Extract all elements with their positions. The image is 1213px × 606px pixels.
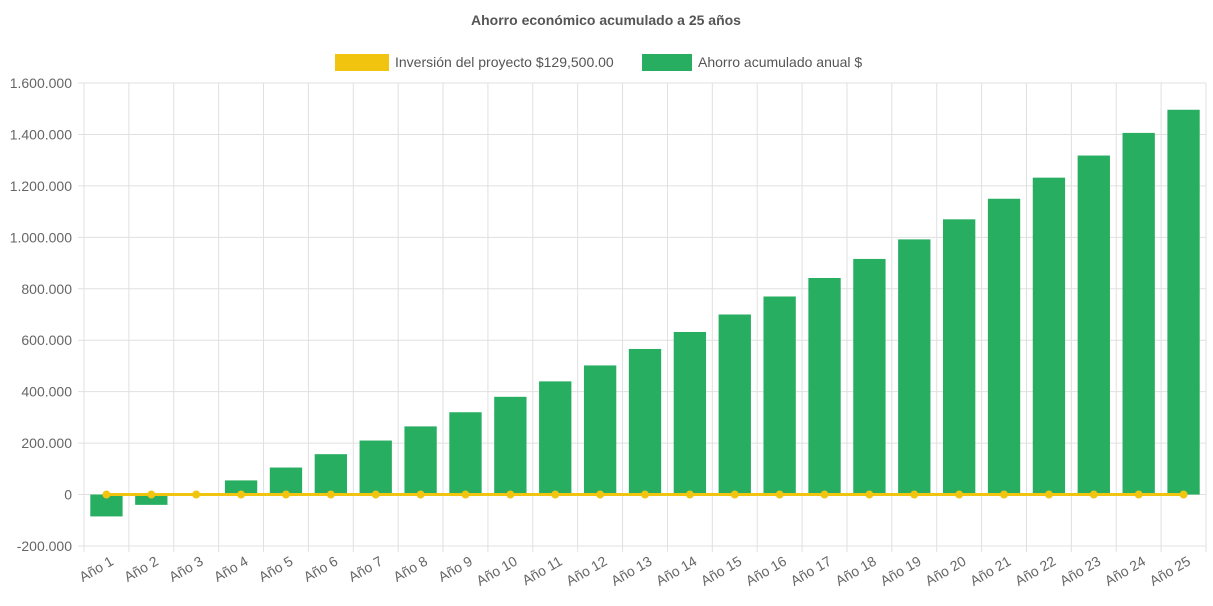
point-investment	[685, 490, 694, 499]
point-investment	[596, 490, 605, 499]
bar-savings	[673, 331, 707, 495]
bar-savings	[539, 381, 572, 495]
x-tick-label: Año 24	[1102, 553, 1149, 589]
bar-savings	[1032, 177, 1066, 495]
bar-savings	[224, 480, 258, 495]
x-tick-label: Año 23	[1057, 553, 1104, 589]
y-tick-label: 600.000	[21, 332, 72, 348]
point-investment	[910, 490, 919, 499]
bar-savings	[135, 494, 168, 505]
y-tick-label: 0	[64, 487, 72, 503]
point-investment	[416, 490, 425, 499]
bar-savings	[494, 396, 527, 495]
x-tick-label: Año 14	[653, 553, 700, 589]
point-investment	[102, 490, 111, 499]
x-tick-label: Año 9	[435, 553, 475, 585]
x-tick-label: Año 6	[301, 553, 341, 585]
y-tick-label: 400.000	[21, 384, 72, 400]
point-investment	[641, 490, 649, 499]
bar-savings	[628, 348, 662, 495]
x-tick-label: Año 21	[967, 553, 1014, 589]
point-investment	[1089, 490, 1098, 499]
point-investment	[955, 490, 964, 499]
x-tick-label: Año 17	[788, 553, 835, 589]
y-tick-label: -200.000	[17, 538, 72, 554]
x-tick-label: Año 2	[121, 553, 161, 585]
x-tick-label: Año 1	[76, 553, 116, 585]
x-tick-label: Año 22	[1012, 553, 1059, 589]
x-tick-label: Año 19	[877, 553, 924, 589]
bar-savings	[404, 426, 437, 495]
point-investment	[1134, 490, 1143, 499]
bar-savings	[1122, 132, 1155, 495]
line-investment	[102, 490, 1188, 499]
bar-savings	[808, 277, 841, 495]
y-tick-label: 1.200.000	[10, 178, 72, 194]
bar-savings	[314, 454, 347, 495]
x-tick-label: Año 16	[743, 553, 790, 589]
bar-savings	[583, 365, 617, 495]
bar-savings	[898, 239, 931, 495]
x-tick-label: Año 13	[608, 553, 655, 589]
y-axis: 1.600.000 1.400.000 1.200.000 1.000.000 800.…	[10, 75, 73, 554]
bar-savings	[1077, 155, 1110, 495]
x-tick-label: Año 5	[256, 553, 296, 585]
x-tick-label: Año 20	[922, 553, 969, 589]
bar-savings	[943, 219, 976, 495]
point-investment	[281, 490, 290, 499]
y-tick-label: 1.600.000	[10, 75, 72, 91]
point-investment	[1000, 490, 1009, 499]
y-tick-label: 1.000.000	[10, 229, 72, 245]
point-investment	[192, 490, 201, 499]
chart-title: Ahorro económico acumulado a 25 años	[471, 12, 741, 28]
point-investment	[551, 490, 560, 499]
x-tick-label: Año 8	[390, 553, 430, 585]
point-investment	[506, 490, 515, 499]
bar-savings	[359, 440, 392, 495]
bar-savings	[718, 314, 751, 495]
point-investment	[371, 490, 380, 499]
bar-savings	[763, 296, 796, 495]
bar-savings	[269, 467, 303, 495]
point-investment	[820, 490, 829, 499]
x-tick-label: Año 7	[346, 553, 386, 585]
point-investment	[730, 490, 739, 499]
y-tick-label: 800.000	[21, 281, 72, 297]
bar-savings	[853, 258, 886, 495]
point-investment	[237, 490, 246, 499]
bar-savings	[1167, 109, 1200, 495]
x-tick-label: Año 10	[473, 553, 520, 589]
legend: Inversión del proyecto $129,500.00 Ahorr…	[335, 54, 862, 71]
x-tick-label: Año 18	[832, 553, 879, 589]
point-investment	[147, 490, 156, 499]
legend-label-investment: Inversión del proyecto $129,500.00	[395, 54, 614, 70]
point-investment	[775, 490, 784, 499]
x-tick-label: Año 15	[698, 553, 745, 589]
bar-savings	[987, 198, 1021, 495]
x-tick-label: Año 4	[211, 553, 251, 585]
point-investment	[461, 490, 470, 499]
y-tick-label: 200.000	[21, 435, 72, 451]
legend-swatch-savings	[642, 54, 692, 71]
x-tick-label: Año 12	[563, 553, 610, 589]
point-investment	[1179, 490, 1188, 499]
x-axis: Año 1 Año 2 Año 3 Año 4 Año 5 Año 6 Año 7 Año 8…	[76, 553, 1193, 589]
x-tick-label: Año 3	[166, 553, 206, 585]
legend-label-savings: Ahorro acumulado anual $	[698, 54, 862, 70]
gridlines	[78, 82, 1207, 552]
bar-savings	[90, 494, 123, 517]
point-investment	[865, 490, 874, 499]
bars-savings	[90, 109, 1200, 517]
point-investment	[1044, 490, 1053, 499]
bar-savings	[449, 412, 482, 495]
point-investment	[326, 490, 335, 499]
y-tick-label: 1.400.000	[10, 126, 72, 142]
x-tick-label: Año 11	[519, 553, 565, 589]
legend-swatch-investment	[335, 54, 389, 71]
x-tick-label: Año 25	[1147, 553, 1194, 589]
